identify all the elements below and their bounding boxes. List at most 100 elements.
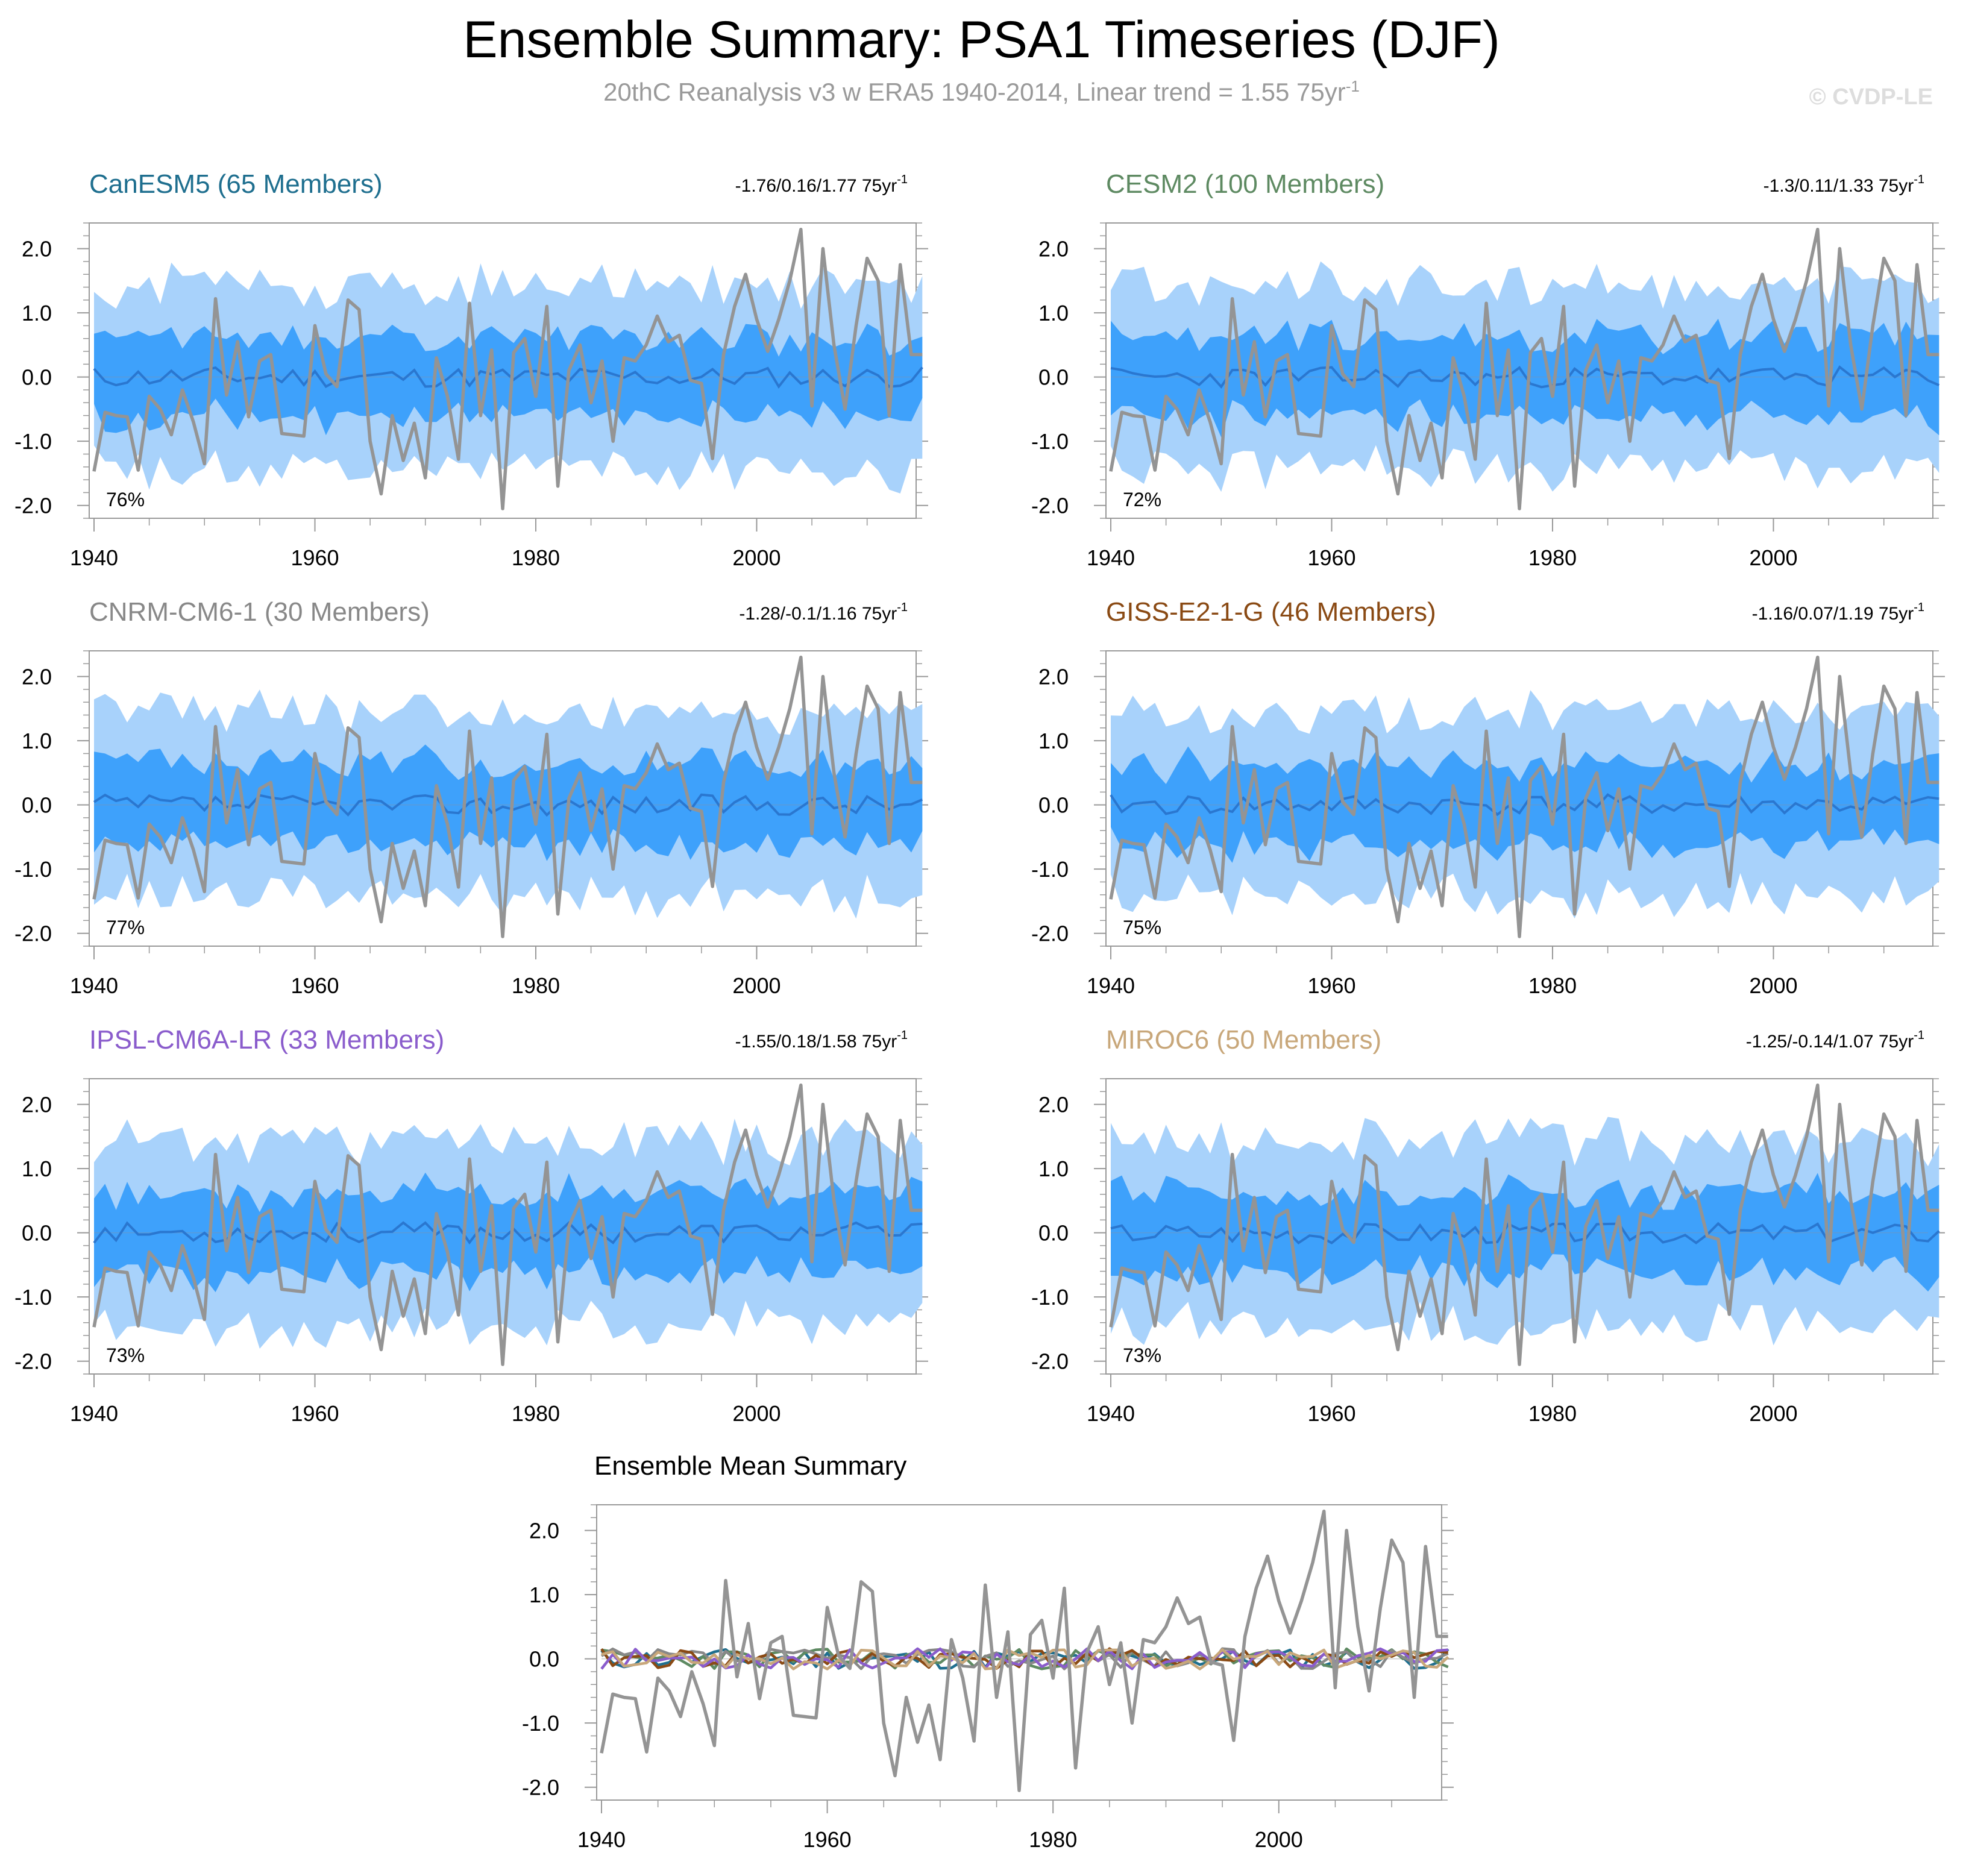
x-tick-label: 1940 [1087, 545, 1135, 570]
panel-title: CanESM5 (65 Members) [89, 169, 383, 199]
x-tick-label: 1960 [291, 973, 339, 998]
y-tick-label: 0.0 [22, 793, 52, 818]
x-tick-label: 1960 [1307, 545, 1355, 570]
y-tick-label: -2.0 [1031, 1349, 1069, 1374]
y-tick-label: 0.0 [22, 365, 52, 390]
y-tick-label: 2.0 [22, 237, 52, 262]
x-tick-label: 1940 [1087, 1401, 1135, 1426]
inner-spread-band [94, 324, 923, 436]
x-tick-label: 1940 [1087, 973, 1135, 998]
ensemble-mean-line [93, 366, 923, 389]
y-tick-label: 1.0 [1038, 1156, 1069, 1181]
x-tick-label: 1980 [1528, 973, 1577, 998]
y-tick-label: 2.0 [22, 1093, 52, 1117]
y-tick-label: 2.0 [529, 1519, 559, 1543]
observed-line [1109, 227, 1939, 510]
x-tick-label: 1980 [1528, 1401, 1577, 1426]
x-tick-label: 2000 [732, 973, 780, 998]
panel-ensemble-mean-summary: Ensemble Mean Summary 2.0 1.0 0.0 -1.0 -2.0 19… [522, 1451, 1454, 1852]
inner-spread-band [1111, 318, 1939, 438]
y-tick-label: 0.0 [1038, 1221, 1069, 1246]
y-tick-label: 2.0 [1038, 665, 1069, 689]
panel-title: Ensemble Mean Summary [594, 1451, 906, 1481]
y-tick-label: -1.0 [522, 1711, 559, 1736]
x-tick-label: 2000 [1749, 973, 1797, 998]
y-tick-label: -1.0 [14, 857, 52, 882]
y-tick-label: 0.0 [1038, 793, 1069, 818]
ensemble-mean-line [93, 1221, 923, 1245]
trend-label: -1.28/-0.1/1.16 75yr-1 [739, 601, 908, 624]
y-tick-label: -2.0 [522, 1775, 559, 1800]
series-line-ipsl-cm6a-lr [600, 1647, 1448, 1671]
figure-title: Ensemble Summary: PSA1 Timeseries (DJF) [463, 11, 1500, 69]
x-tick-label: 1960 [1307, 973, 1355, 998]
observed-line [600, 1509, 1448, 1792]
y-tick-label: 2.0 [22, 665, 52, 689]
x-tick-label: 1960 [803, 1827, 852, 1852]
trend-label: -1.25/-0.14/1.07 75yr-1 [1746, 1029, 1924, 1052]
y-tick-label: 1.0 [22, 1156, 52, 1181]
x-tick-label: 1960 [291, 1401, 339, 1426]
panel-title: CNRM-CM6-1 (30 Members) [89, 597, 430, 627]
y-tick-label: 0.0 [529, 1647, 559, 1672]
y-tick-label: -2.0 [1031, 494, 1069, 518]
percent-label: 73% [106, 1344, 145, 1366]
y-tick-label: 2.0 [1038, 237, 1069, 262]
x-tick-label: 1980 [1029, 1827, 1077, 1852]
y-tick-label: 1.0 [1038, 301, 1069, 325]
observed-line [92, 1083, 923, 1366]
y-tick-label: 2.0 [1038, 1093, 1069, 1117]
x-tick-label: 2000 [732, 1401, 780, 1426]
y-tick-label: -1.0 [14, 1285, 52, 1310]
y-tick-label: -1.0 [14, 429, 52, 454]
panel-canesm5: CanESM5 (65 Members) -1.76/0.16/1.77 75yr… [14, 169, 928, 570]
percent-label: 73% [1123, 1344, 1161, 1366]
y-tick-label: -2.0 [1031, 921, 1069, 946]
panel-title: MIROC6 (50 Members) [1106, 1025, 1381, 1055]
x-tick-label: 1980 [1528, 545, 1577, 570]
y-tick-label: 0.0 [1038, 365, 1069, 390]
percent-label: 75% [1123, 917, 1161, 938]
panel-title: GISS-E2-1-G (46 Members) [1106, 597, 1436, 627]
y-tick-label: 1.0 [529, 1583, 559, 1607]
y-tick-label: 1.0 [22, 301, 52, 325]
x-tick-label: 1940 [70, 1401, 118, 1426]
observed-line [1109, 655, 1939, 938]
y-tick-label: -2.0 [14, 921, 52, 946]
panel-title: IPSL-CM6A-LR (33 Members) [89, 1025, 444, 1055]
panel-cnrm-cm6-1: CNRM-CM6-1 (30 Members) -1.28/-0.1/1.16 7… [14, 597, 928, 998]
x-tick-label: 1940 [577, 1827, 626, 1852]
x-tick-label: 2000 [1749, 545, 1797, 570]
x-tick-label: 2000 [732, 545, 780, 570]
trend-label: -1.16/0.07/1.19 75yr-1 [1752, 601, 1924, 624]
x-tick-label: 2000 [1749, 1401, 1797, 1426]
panel-giss-e2-1-g: GISS-E2-1-G (46 Members) -1.16/0.07/1.19 … [1031, 597, 1945, 998]
x-tick-label: 1980 [512, 545, 560, 570]
inner-spread-band [1111, 1173, 1939, 1292]
y-tick-label: -2.0 [14, 494, 52, 518]
y-tick-label: -1.0 [1031, 1285, 1069, 1310]
percent-label: 72% [1123, 489, 1161, 510]
x-tick-label: 1980 [512, 973, 560, 998]
y-tick-label: 0.0 [22, 1221, 52, 1246]
y-tick-label: 1.0 [1038, 729, 1069, 753]
observed-line [92, 655, 923, 938]
panel-title: CESM2 (100 Members) [1106, 169, 1384, 199]
y-tick-label: 1.0 [22, 729, 52, 753]
ensemble-mean-line [93, 793, 923, 817]
panel-cesm2: CESM2 (100 Members) -1.3/0.11/1.33 75yr-1… [1031, 169, 1945, 570]
observed-line [1109, 1083, 1939, 1366]
percent-label: 77% [106, 917, 145, 938]
x-tick-label: 1960 [291, 545, 339, 570]
inner-spread-band [94, 744, 923, 861]
x-tick-label: 1980 [512, 1401, 560, 1426]
observed-line [92, 227, 923, 510]
trend-label: -1.3/0.11/1.33 75yr-1 [1764, 173, 1924, 196]
watermark: © CVDP-LE [1809, 84, 1933, 110]
panel-miroc6: MIROC6 (50 Members) -1.25/-0.14/1.07 75yr… [1031, 1025, 1945, 1426]
percent-label: 76% [106, 489, 145, 510]
x-tick-label: 1940 [70, 973, 118, 998]
x-tick-label: 2000 [1255, 1827, 1303, 1852]
y-tick-label: -1.0 [1031, 429, 1069, 454]
